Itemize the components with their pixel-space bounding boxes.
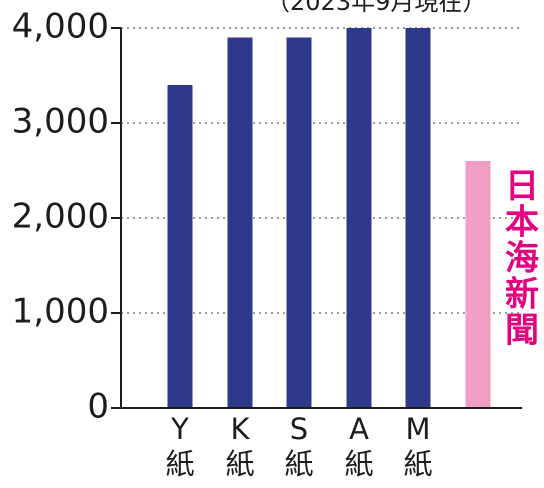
category-label-line2: 紙 xyxy=(165,447,194,481)
highlight-label-char: 日 xyxy=(505,167,539,207)
y-tick-label: 2,000 xyxy=(12,197,109,237)
highlight-label-char: 新 xyxy=(505,275,539,315)
bar-4 xyxy=(346,28,372,408)
y-tick-label: 1,000 xyxy=(12,292,109,332)
category-label-line2: 紙 xyxy=(284,447,313,481)
category-label-line1: Y xyxy=(170,412,189,446)
chart-note: （2023年9月現在） xyxy=(266,0,486,16)
highlight-label-char: 海 xyxy=(505,239,539,279)
category-label-line1: S xyxy=(290,412,308,446)
category-label-line1: A xyxy=(349,412,369,446)
category-label-line2: 紙 xyxy=(344,447,373,481)
y-tick-label: 0 xyxy=(87,387,109,427)
y-tick-label: 3,000 xyxy=(12,102,109,142)
bar-3 xyxy=(286,37,312,408)
highlight-label-char: 聞 xyxy=(505,311,539,351)
bar-1 xyxy=(167,85,193,408)
bar-5 xyxy=(405,28,431,408)
category-label-line1: K xyxy=(230,412,250,446)
category-label-line2: 紙 xyxy=(403,447,432,481)
bar-6 xyxy=(465,161,491,408)
highlight-label-char: 本 xyxy=(505,203,539,243)
category-label-line2: 紙 xyxy=(225,447,254,481)
y-tick-label: 4,000 xyxy=(12,7,109,47)
category-label-line1: M xyxy=(405,412,430,446)
bar-2 xyxy=(227,37,253,408)
